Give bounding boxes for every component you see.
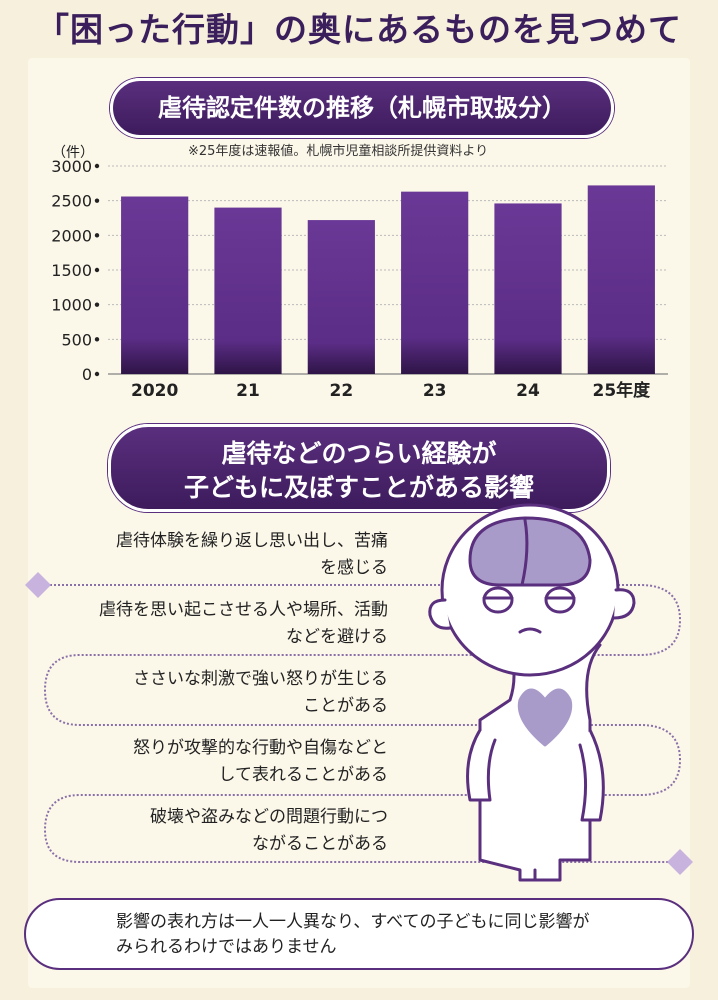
effects-heading-line2: 子どもに及ぼすことがある影響 <box>183 473 534 502</box>
footnote-box: 影響の表れ方は一人一人異なり、すべての子どもに同じ影響が みられるわけではありま… <box>24 898 694 970</box>
effect-item-1: 虐待体験を繰り返し思い出し、苦痛 を感じる <box>116 531 388 578</box>
y-tick-mark <box>94 267 100 273</box>
bar-23 <box>401 191 469 374</box>
y-tick-mark <box>94 233 100 238</box>
effect-item-5: 破壊や盗みなどの問題行動につ ながることがある <box>150 807 388 854</box>
effects-heading-line1: 虐待などのつらい経験が <box>221 439 497 468</box>
x-tick-label: 22 <box>329 381 353 401</box>
y-tick-mark <box>94 371 100 377</box>
y-tick-mark <box>94 302 100 307</box>
y-tick-mark <box>94 198 100 203</box>
y-axis-unit: （件） <box>52 145 94 161</box>
bar-25年度 <box>587 185 655 374</box>
effects-heading: 虐待などのつらい経験が 子どもに及ぼすことがある影響 <box>108 424 610 512</box>
chart-heading: 虐待認定件数の推移（札幌市取扱分） <box>110 78 614 138</box>
y-tick-label: 3000 <box>51 157 92 176</box>
footnote-line1: 影響の表れ方は一人一人異なり、すべての子どもに同じ影響が <box>116 912 590 932</box>
main-title: 「困った行動」の奥にあるものを見つめて <box>36 10 682 49</box>
y-tick-label: 2000 <box>51 226 92 245</box>
x-tick-label: 23 <box>423 381 447 401</box>
y-tick-label: 1000 <box>51 296 92 315</box>
x-tick-label: 25年度 <box>592 380 651 401</box>
bar-chart: 3000 2500 2000 1500 1000 500 0 2020 21 22 23 24 25年… <box>51 157 668 401</box>
y-tick-label: 1500 <box>51 261 92 280</box>
bar-22 <box>307 220 375 374</box>
effect-item-3: ささいな刺激で強い怒りが生じる ことがある <box>133 669 388 716</box>
y-tick-label: 2500 <box>51 192 92 211</box>
bar-2020 <box>121 196 189 374</box>
y-tick-mark <box>94 337 100 342</box>
bar-24 <box>494 203 562 374</box>
y-tick-label: 0 <box>82 365 92 384</box>
y-tick-mark <box>94 163 100 169</box>
x-tick-label: 2020 <box>131 381 178 401</box>
effect-item-4: 怒りが攻撃的な行動や自傷などと して表れることがある <box>133 738 388 785</box>
chart-note: ※25年度は速報値。札幌市児童相談所提供資料より <box>188 144 489 159</box>
y-tick-label: 500 <box>61 330 92 349</box>
x-tick-label: 24 <box>516 381 540 401</box>
bar-21 <box>214 207 282 374</box>
footnote-line2: みられるわけではありません <box>116 937 337 957</box>
x-tick-label: 21 <box>236 381 260 401</box>
effect-item-2: 虐待を思い起こさせる人や場所、活動 などを避ける <box>99 600 388 647</box>
